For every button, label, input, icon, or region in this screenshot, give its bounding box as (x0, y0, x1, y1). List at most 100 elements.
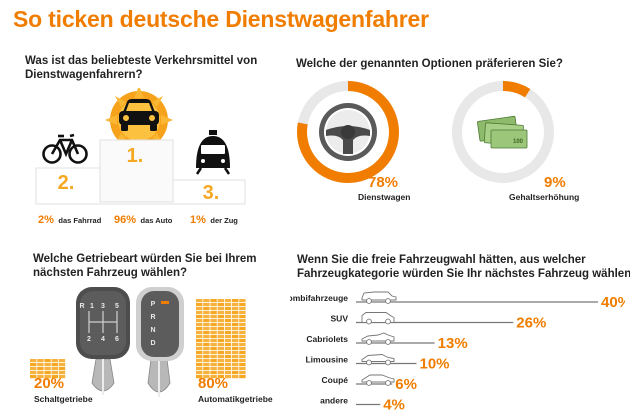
wheel-icon (385, 318, 391, 325)
stack-block (37, 375, 44, 379)
gear-label: N (150, 327, 155, 334)
preference-rings: 100 (297, 81, 554, 183)
stack-block (217, 351, 224, 355)
value-bicycle: 2% das Fahrrad (38, 214, 102, 226)
value-raise: 9% (544, 174, 566, 191)
category-label: andere (320, 396, 348, 406)
stack-block (239, 299, 246, 303)
stack-block (224, 331, 232, 335)
value-label: 4% (383, 397, 405, 412)
stack-block (224, 323, 232, 327)
stack-block (203, 339, 210, 343)
stack-block (217, 343, 224, 347)
value-label: 40% (601, 294, 625, 311)
stack-block (210, 367, 217, 371)
wheel-icon (366, 318, 372, 325)
wheel-icon (385, 359, 391, 366)
stack-block (196, 375, 203, 379)
stack-schaltgetriebe (30, 359, 66, 379)
stack-block (196, 347, 203, 351)
page-title: So ticken deutsche Dienstwagenfahrer (13, 6, 429, 32)
stack-block (30, 371, 37, 375)
value-label: 13% (438, 335, 468, 352)
stack-block (217, 355, 224, 359)
stack-block (210, 343, 217, 347)
question-line-2: Fahrzeugkategorie würden Sie Ihr nächste… (297, 268, 630, 280)
stack-block (232, 319, 239, 323)
stack-block (232, 311, 239, 315)
category-label: Coupé (322, 375, 349, 385)
stack-block (196, 319, 203, 323)
stack-block (196, 363, 203, 367)
gear-label: 5 (115, 303, 119, 310)
stack-block (217, 367, 224, 371)
stack-block (232, 347, 239, 351)
stack-block (210, 303, 217, 307)
stack-block (232, 339, 239, 343)
stack-block (210, 307, 217, 311)
stack-block (196, 315, 203, 319)
stack-block (239, 311, 246, 315)
stack-block (232, 315, 239, 319)
money-icon: 100 (477, 108, 528, 156)
stack-block (37, 363, 44, 367)
stack-block (224, 311, 232, 315)
stack-block (203, 307, 210, 311)
stack-block (58, 371, 66, 375)
category-label: Cabriolets (306, 334, 348, 344)
stack-block (196, 327, 203, 331)
stack-block (203, 355, 210, 359)
stack-block (232, 371, 239, 375)
stack-block (224, 319, 232, 323)
gear-label: R (150, 314, 155, 321)
value-label: 6% (395, 376, 417, 393)
stack-block (58, 375, 66, 379)
stack-block (196, 331, 203, 335)
rank-1: 1. (127, 145, 144, 167)
stack-block (239, 343, 246, 347)
stack-block (44, 371, 51, 375)
train-icon (195, 130, 231, 175)
stack-block (239, 307, 246, 311)
gear-label: 6 (115, 336, 119, 343)
gear-label: D (150, 340, 155, 347)
category-label: Kombifahrzeuge (290, 293, 348, 303)
stack-block (58, 359, 66, 363)
stack-block (203, 335, 210, 339)
stack-block (239, 359, 246, 363)
stack-block (217, 327, 224, 331)
stack-block (239, 375, 246, 379)
stack-block (51, 375, 58, 379)
label-automatic: Automatikgetriebe (198, 394, 273, 404)
stack-block (239, 319, 246, 323)
stack-block (203, 351, 210, 355)
stack-block (37, 367, 44, 371)
stack-block (203, 343, 210, 347)
value-manual-pct: 20% (34, 375, 65, 392)
stack-block (224, 367, 232, 371)
stack-block (217, 347, 224, 351)
stack-block (210, 327, 217, 331)
stack-block (196, 335, 203, 339)
stack-block (210, 339, 217, 343)
wheel-icon (366, 298, 372, 304)
stack-block (203, 315, 210, 319)
stack-block (203, 311, 210, 315)
gear-label: 2 (87, 336, 91, 343)
stack-block (30, 363, 37, 367)
stack-block (239, 339, 246, 343)
stack-block (196, 343, 203, 347)
stack-block (196, 323, 203, 327)
gear-label: 3 (101, 303, 105, 310)
stack-block (196, 311, 203, 315)
stack-block (196, 339, 203, 343)
stack-block (210, 351, 217, 355)
stack-block (210, 311, 217, 315)
question-vehicle-category: Wenn Sie die freie Fahrzeugwahl hätten, … (297, 253, 630, 281)
podium-steps (35, 139, 246, 205)
label-manual: Schaltgetriebe (34, 394, 93, 404)
wheel-icon (366, 339, 372, 345)
stack-block (232, 359, 239, 363)
stack-block (44, 375, 51, 379)
question-line-2: Dienstwagenfahrern? (25, 69, 143, 81)
